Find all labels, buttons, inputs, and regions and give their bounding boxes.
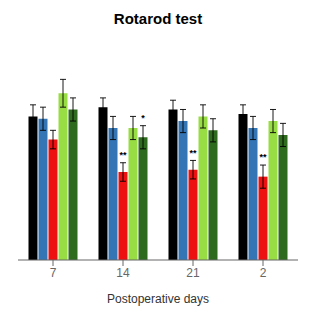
svg-text:Postoperative days: Postoperative days — [107, 292, 209, 306]
svg-text:*: * — [141, 113, 145, 123]
html-text:Rotarod test: Rotarod test — [113, 10, 203, 27]
svg-text:14: 14 — [116, 266, 130, 280]
svg-text:21: 21 — [186, 266, 200, 280]
svg-text:**: ** — [119, 150, 127, 160]
svg-text:2: 2 — [260, 266, 267, 280]
svg-text:7: 7 — [50, 266, 57, 280]
svg-text:**: ** — [189, 148, 197, 158]
svg-text:**: ** — [259, 152, 267, 162]
